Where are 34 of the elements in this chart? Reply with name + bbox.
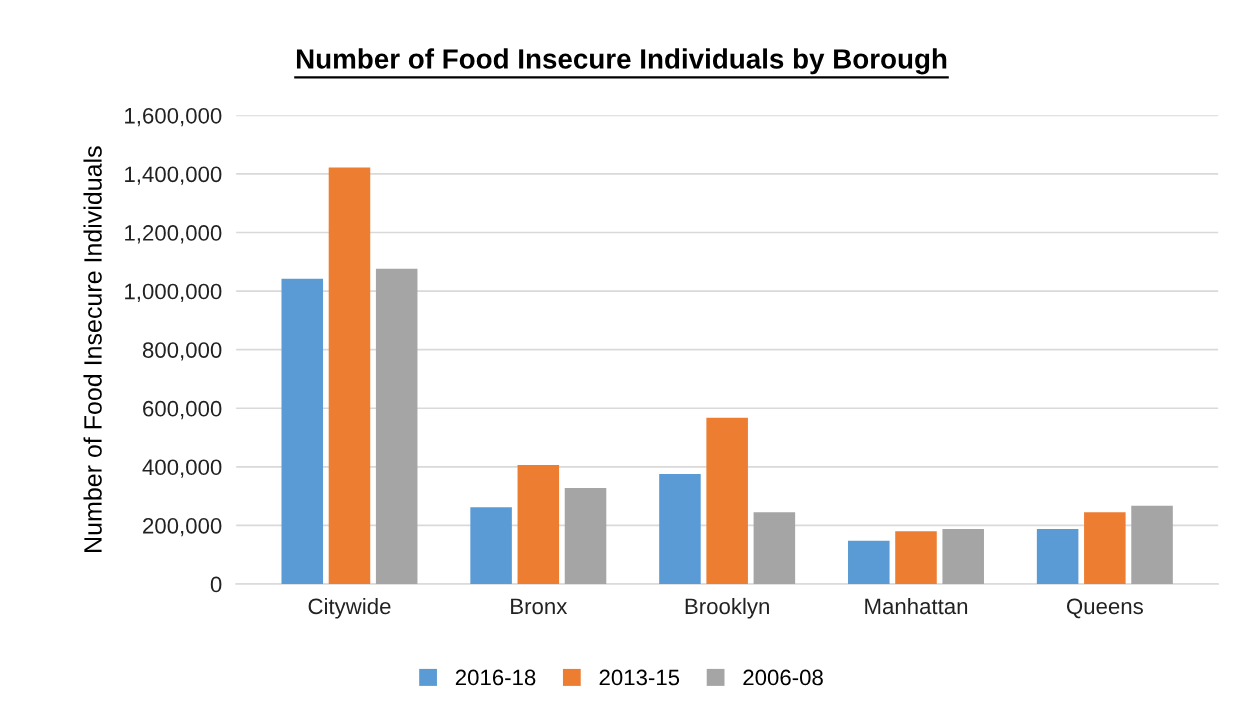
legend-label: 2006-08 [743,669,823,686]
bar [895,531,937,585]
y-tick-label: 1,000,000 [125,283,222,302]
bar [470,507,512,585]
y-tick-label: 400,000 [142,459,222,478]
bar [1131,505,1173,585]
x-tick-label: Bronx [511,598,568,615]
y-tick-label: 1,600,000 [125,107,222,127]
bar [328,167,371,585]
bar [517,465,560,585]
y-tick-label: 600,000 [143,400,222,420]
bar [1036,528,1079,585]
y-tick-label: 1,200,000 [125,225,222,244]
bar [706,417,748,585]
bar [564,487,607,585]
bar [753,512,796,585]
bar [375,268,418,585]
x-tick-label: Citywide [308,597,391,619]
y-axis-title: Number of Food Insecure Individuals [83,146,102,552]
y-tick-label: 1,400,000 [125,166,222,185]
y-tick-label: 0 [210,576,222,593]
y-tick-label: 800,000 [142,342,222,361]
x-tick-label: Queens [1066,598,1143,619]
bar [659,473,701,585]
x-tick-label: Manhattan [865,597,968,615]
x-tick-label: Brooklyn [685,597,769,619]
bar [848,540,890,585]
y-tick-label: 200,000 [143,517,222,537]
bar [281,278,324,585]
bar [942,528,984,585]
legend-label: 2016-18 [455,669,536,686]
bar [1084,512,1126,585]
chart-title: Number of Food Insecure Individuals by Borough [296,48,947,75]
legend-label: 2013-15 [599,669,680,686]
